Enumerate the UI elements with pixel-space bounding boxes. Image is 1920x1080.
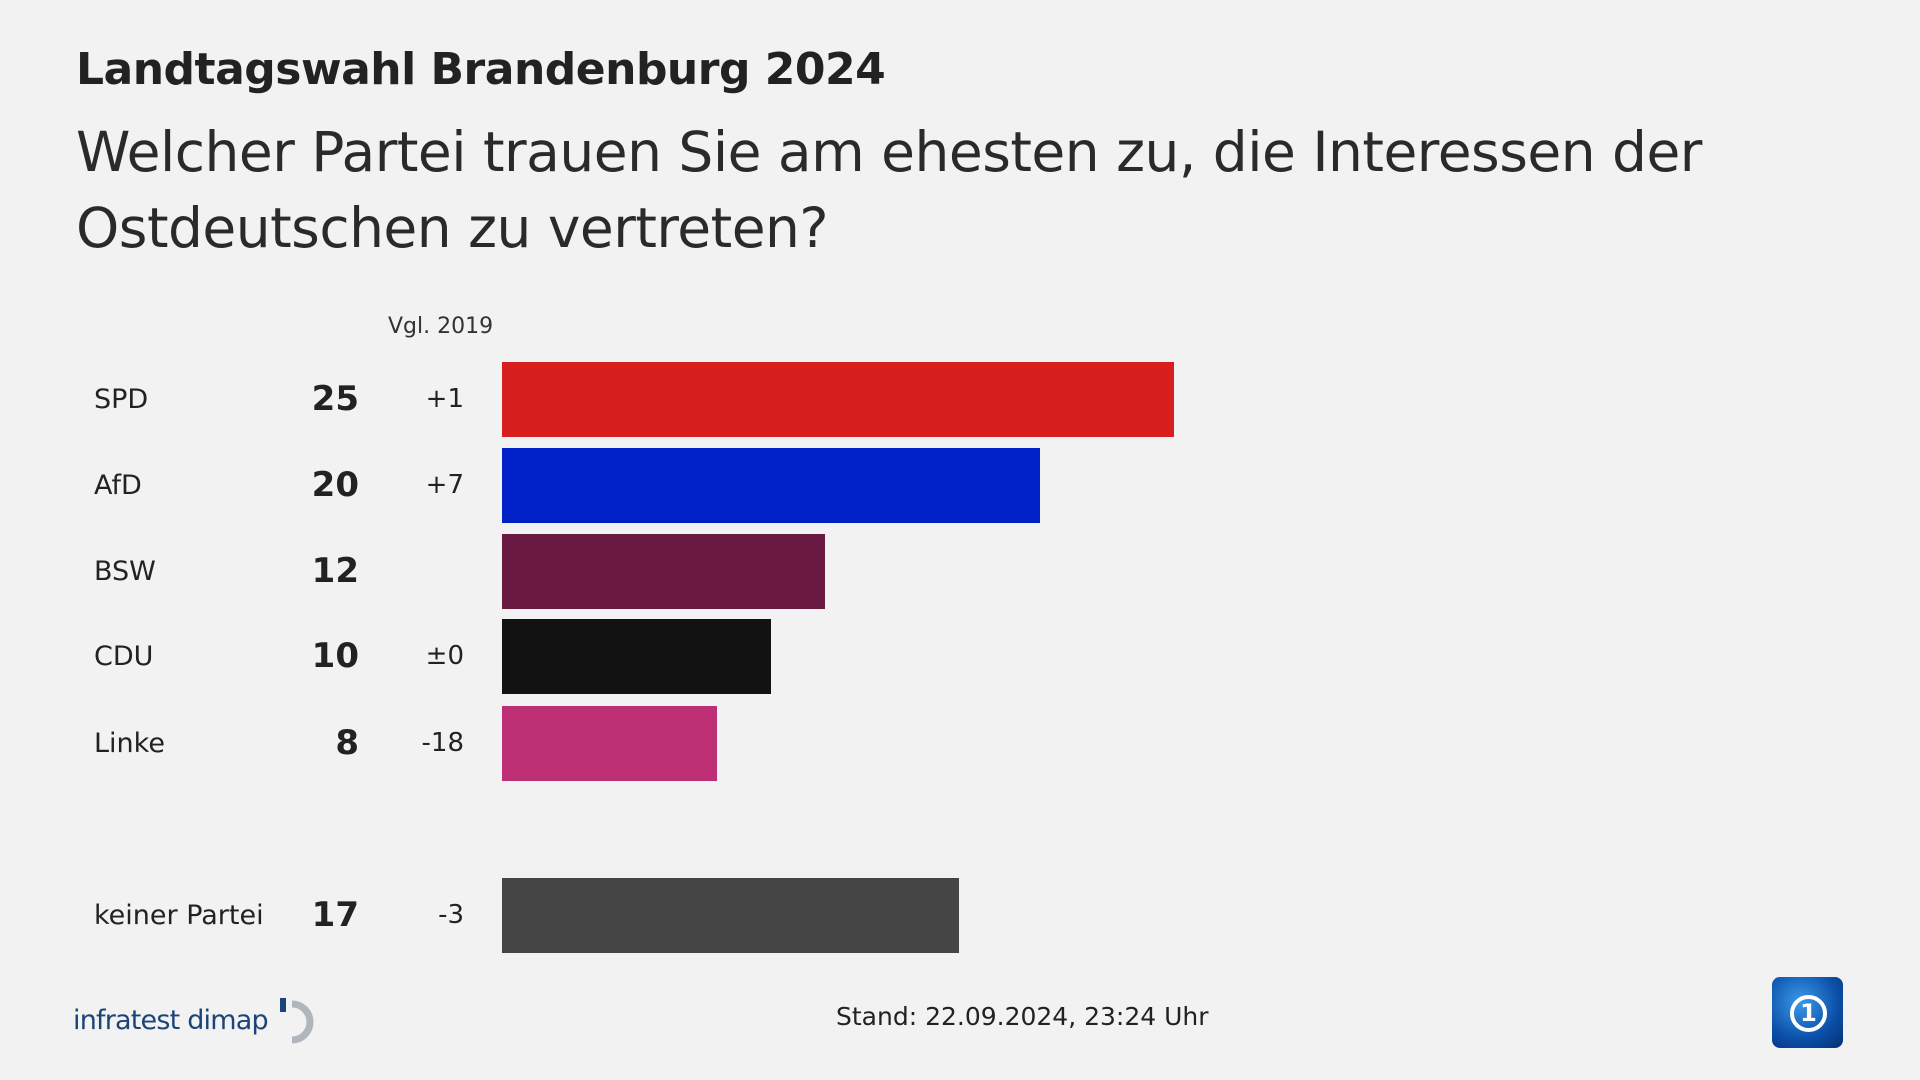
chart-title: Welcher Partei trauen Sie am ehesten zu,… <box>76 120 1702 260</box>
bar-row-linke: Linke 8 -18 <box>0 706 1920 781</box>
value-label: 17 <box>311 895 359 935</box>
value-label: 25 <box>311 379 359 419</box>
compare-header: Vgl. 2019 <box>388 314 494 339</box>
bar <box>502 878 959 953</box>
ard-one-icon: 1 <box>1790 995 1827 1032</box>
logo-text: infratest dimap <box>73 1004 269 1036</box>
bar-row-spd: SPD 25 +1 <box>0 362 1920 437</box>
change-label: +1 <box>425 384 464 414</box>
category-label: CDU <box>94 641 154 672</box>
timestamp: Stand: 22.09.2024, 23:24 Uhr <box>836 1002 1209 1031</box>
bar-row-cdu: CDU 10 ±0 <box>0 619 1920 694</box>
value-label: 12 <box>311 551 359 591</box>
value-label: 8 <box>335 723 359 763</box>
bar <box>502 619 771 694</box>
bar <box>502 448 1040 523</box>
ard-logo: 1 <box>1772 977 1843 1048</box>
category-label: SPD <box>94 384 149 415</box>
infratest-logo-icon <box>279 998 314 1044</box>
category-label: AfD <box>94 470 142 501</box>
chart-kicker: Landtagswahl Brandenburg 2024 <box>76 44 886 95</box>
infratest-dimap-logo: infratest dimap <box>73 996 318 1044</box>
bar <box>502 362 1174 437</box>
change-label: -18 <box>421 728 464 758</box>
value-label: 20 <box>311 465 359 505</box>
bar-row-bsw: BSW 12 <box>0 534 1920 609</box>
change-label: +7 <box>425 470 464 500</box>
category-label: BSW <box>94 556 156 587</box>
change-label: ±0 <box>425 641 464 671</box>
bar-row-afd: AfD 20 +7 <box>0 448 1920 523</box>
bar <box>502 706 718 781</box>
value-label: 10 <box>311 636 359 676</box>
bar <box>502 534 825 609</box>
bar-row-keiner-partei: keiner Partei 17 -3 <box>0 878 1920 953</box>
category-label: keiner Partei <box>94 900 264 931</box>
category-label: Linke <box>94 728 165 759</box>
change-label: -3 <box>438 900 464 930</box>
